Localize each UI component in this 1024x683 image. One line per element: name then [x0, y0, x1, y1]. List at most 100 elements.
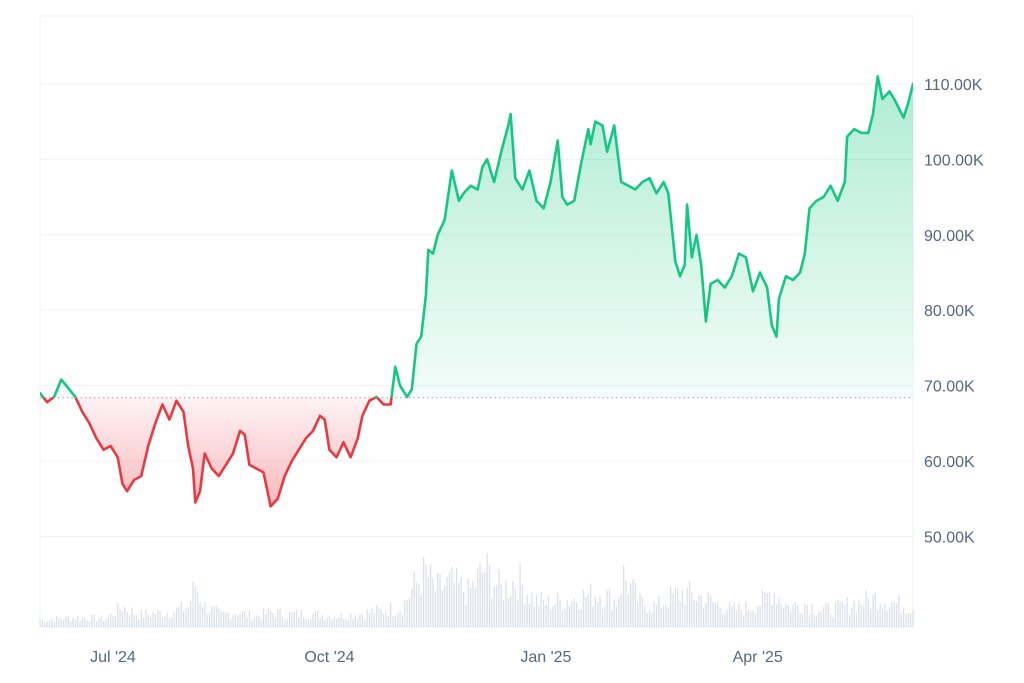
volume-bar	[622, 565, 625, 627]
volume-bar	[611, 610, 613, 627]
volume-bar	[759, 605, 761, 627]
volume-bar	[879, 604, 881, 627]
volume-bar	[792, 604, 794, 627]
volume-bar	[752, 610, 754, 627]
volume-bar	[728, 602, 731, 627]
volume-bar	[338, 618, 340, 627]
volume-bar	[811, 603, 813, 627]
volume-bar	[140, 609, 142, 627]
volume-bar	[818, 612, 820, 627]
volume-bar	[550, 610, 552, 627]
volume-bar	[439, 574, 441, 627]
volume-bar	[60, 619, 62, 627]
volume-bar	[510, 595, 512, 627]
volume-bar	[535, 594, 538, 627]
volume-bar	[213, 606, 215, 627]
volume-bar	[632, 579, 634, 627]
volume-bar	[750, 611, 752, 627]
volume-bar	[620, 594, 622, 627]
volume-bar	[639, 593, 641, 627]
volume-bar	[658, 596, 660, 627]
volume-bar	[307, 618, 309, 627]
volume-bar	[277, 609, 279, 627]
volume-bar	[465, 605, 467, 627]
volume-bar	[533, 606, 535, 627]
volume-bar	[62, 620, 65, 627]
volume-bar	[822, 607, 825, 627]
volume-bar	[102, 621, 105, 627]
volume-bar	[93, 614, 95, 627]
volume-bar	[444, 586, 446, 627]
y-axis-ticks: 50.00K 60.00K 70.00K 80.00K 90.00K 100.00K 110…	[924, 77, 984, 547]
volume-bar	[813, 614, 815, 627]
volume-bar	[201, 607, 204, 627]
volume-bar	[204, 602, 206, 627]
volume-bar	[154, 614, 157, 627]
volume-bar	[460, 577, 462, 627]
volume-bar	[670, 586, 672, 627]
x-tick-label: Oct '24	[304, 649, 354, 666]
volume-bar	[575, 602, 578, 627]
volume-bar	[105, 619, 107, 627]
area-fill-above	[40, 76, 913, 398]
volume-bar	[905, 613, 907, 627]
volume-bar	[159, 611, 161, 627]
volume-bar	[740, 609, 742, 627]
volume-bar	[895, 603, 898, 627]
volume-bar	[441, 589, 444, 627]
volume-bar	[418, 584, 420, 627]
y-tick-label: 60.00K	[924, 454, 975, 471]
volume-bar	[634, 582, 637, 627]
volume-bar	[846, 597, 848, 627]
volume-bar	[827, 603, 829, 627]
volume-bar	[77, 616, 79, 627]
volume-bar	[804, 603, 806, 627]
volume-bar	[848, 614, 851, 627]
volume-bar	[81, 617, 84, 627]
volume-bar	[754, 613, 757, 627]
volume-bar	[554, 604, 557, 627]
volume-bar	[874, 592, 877, 627]
volume-bar	[324, 620, 326, 627]
volume-bar	[232, 615, 234, 627]
volume-bar	[197, 592, 199, 627]
volume-bar	[253, 618, 255, 627]
y-tick-label: 50.00K	[924, 529, 975, 546]
volume-bar	[432, 578, 434, 627]
volume-bar	[145, 609, 147, 627]
volume-bar	[528, 603, 531, 627]
volume-bar	[714, 602, 717, 627]
volume-bar	[206, 614, 208, 627]
volume-bar	[604, 606, 606, 627]
volume-bar	[171, 618, 173, 627]
volume-bar	[321, 615, 324, 627]
volume-bar	[39, 620, 41, 627]
volume-bar	[580, 609, 582, 627]
volume-bar	[352, 619, 354, 627]
volume-bar	[65, 615, 67, 627]
volume-bar	[451, 566, 453, 627]
volume-bar	[641, 597, 644, 627]
volume-bar	[91, 614, 93, 627]
volume-bar	[109, 613, 112, 627]
volume-bar	[801, 614, 804, 627]
volume-bar	[390, 602, 392, 627]
volume-bar	[479, 563, 481, 627]
volume-bar	[335, 618, 338, 627]
volume-bar	[401, 615, 404, 627]
volume-bar	[107, 616, 109, 627]
volume-bar	[519, 563, 521, 627]
volume-bar	[84, 618, 86, 627]
volume-bar	[545, 604, 547, 627]
volume-bar	[272, 612, 274, 627]
volume-bar	[260, 619, 262, 627]
volume-bar	[775, 604, 778, 627]
volume-bar	[564, 608, 566, 627]
volume-bar	[547, 595, 549, 627]
volume-bar	[178, 607, 180, 627]
volume-bar	[719, 607, 721, 627]
volume-bar	[310, 619, 312, 627]
volume-bar	[173, 612, 175, 627]
volume-bar	[354, 615, 357, 627]
